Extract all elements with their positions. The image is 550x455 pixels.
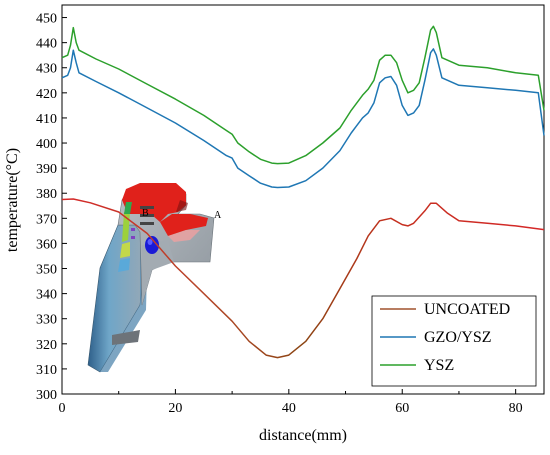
series-lines [61,25,545,359]
y-tick-label: 350 [36,263,57,278]
y-tick-label: 310 [36,363,57,378]
legend: UNCOATED GZO/YSZ YSZ [371,295,537,387]
axis-ticks: 0 20 40 60 80 300 310 320 330 340 350 360 370 380 390 4… [36,12,523,416]
y-tick-label: 430 [36,62,57,77]
y-tick-label: 390 [36,162,57,177]
y-tick-label: 420 [36,87,57,102]
x-axis-label: distance(mm) [259,427,347,444]
legend-label: YSZ [424,357,454,374]
y-tick-label: 450 [36,12,57,27]
legend-label: UNCOATED [424,301,510,318]
y-tick-label: 330 [36,313,57,328]
y-tick-label: 400 [36,137,57,152]
series-line-gzo-ysz [61,48,545,189]
inset-label-a: A [214,210,222,221]
y-tick-label: 340 [36,288,57,303]
x-tick-label: 20 [168,401,182,416]
x-tick-label: 60 [395,401,409,416]
x-tick-label: 80 [509,401,523,416]
y-tick-label: 410 [36,112,57,127]
y-tick-label: 370 [36,212,57,227]
legend-box [371,295,537,387]
legend-label: GZO/YSZ [424,329,492,346]
y-tick-label: 360 [36,237,57,252]
y-tick-label: 440 [36,37,57,52]
piston-inset-image [87,183,215,373]
y-tick-label: 300 [36,388,57,403]
y-axis-label: temperature(°C) [4,148,21,252]
y-tick-label: 320 [36,338,57,353]
series-line-ysz [61,25,545,165]
inset-label-b: B [142,208,149,219]
x-tick-label: 40 [282,401,296,416]
y-tick-label: 380 [36,187,57,202]
series-line-uncoated [61,198,545,359]
x-tick-label: 0 [59,401,66,416]
